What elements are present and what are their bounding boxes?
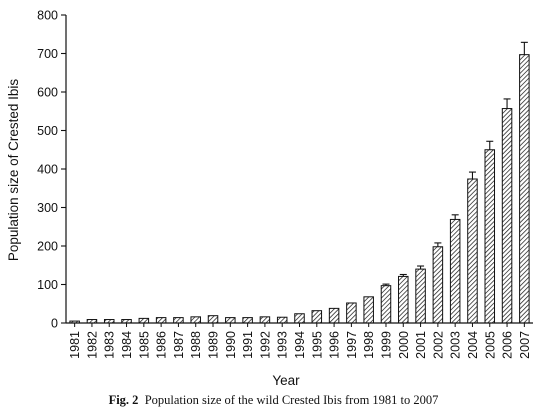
bar-1991 — [242, 317, 253, 324]
x-tick-label: 1997 — [345, 331, 359, 359]
x-tick-label: 1985 — [137, 331, 151, 359]
bar-1999 — [380, 285, 392, 324]
x-tick-label: 2006 — [501, 331, 515, 359]
figure-caption-text: Population size of the wild Crested Ibis… — [144, 393, 439, 407]
bar-1992 — [259, 316, 271, 324]
x-tick-label: 1990 — [224, 331, 238, 359]
x-tick-label: 1982 — [85, 331, 99, 359]
x-tick-label: 1988 — [189, 331, 203, 359]
bar-1988 — [190, 316, 201, 324]
bar-2001 — [415, 268, 426, 324]
y-tick-label: 300 — [37, 201, 58, 215]
x-tick-label: 2004 — [466, 331, 480, 359]
y-tick-label: 200 — [37, 240, 58, 254]
bars — [69, 41, 530, 324]
bar-2007 — [519, 54, 530, 324]
x-tick-label: 2002 — [431, 331, 445, 359]
bar-2000 — [398, 275, 409, 324]
bar-1993 — [276, 316, 288, 324]
bar-2003 — [449, 218, 461, 324]
x-axis-ticks: 1981 1982 1983 1984 1985 1986 1987 1988 1989 1990… — [68, 323, 532, 359]
y-tick-label: 600 — [37, 86, 58, 100]
x-tick-label: 1993 — [276, 331, 290, 359]
x-tick-label: 2007 — [518, 331, 532, 359]
x-tick-label: 1994 — [293, 331, 307, 359]
x-tick-label: 2001 — [414, 331, 428, 359]
x-tick-label: 1998 — [362, 331, 376, 359]
x-tick-label: 1989 — [207, 331, 221, 359]
bar-2004 — [467, 178, 478, 324]
y-tick-label: 700 — [37, 47, 58, 61]
y-axis-title: Population size of Crested Ibis — [6, 79, 21, 262]
bar-1985 — [138, 317, 150, 324]
bar-1998 — [363, 296, 374, 324]
x-axis-title: Year — [272, 373, 300, 388]
figure-caption-label: Fig. 2 — [108, 393, 139, 407]
x-tick-label: 1984 — [120, 331, 134, 359]
x-tick-label: 1981 — [68, 331, 82, 359]
bar-1995 — [311, 310, 323, 324]
x-tick-label: 1987 — [172, 331, 186, 359]
bar-2006 — [501, 108, 513, 324]
bar-2005 — [484, 149, 496, 324]
x-tick-label: 1983 — [103, 331, 117, 359]
figure-caption: Fig. 2 Population size of the wild Crest… — [0, 393, 547, 408]
y-axis-ticks: 0 100 200 300 400 500 600 700 800 — [37, 9, 66, 331]
y-tick-label: 0 — [51, 317, 58, 331]
x-tick-label: 1999 — [379, 331, 393, 359]
x-tick-label: 1992 — [258, 331, 272, 359]
bar-2002 — [432, 246, 444, 324]
x-tick-label: 2005 — [483, 331, 497, 359]
x-tick-label: 1991 — [241, 331, 255, 359]
bar-1989 — [207, 315, 219, 324]
bar-1994 — [294, 313, 305, 324]
y-tick-label: 800 — [37, 9, 58, 23]
bar-1986 — [155, 317, 167, 324]
bar-1996 — [328, 307, 340, 324]
y-tick-label: 100 — [37, 278, 58, 292]
y-tick-label: 500 — [37, 124, 58, 138]
x-tick-label: 2000 — [397, 331, 411, 359]
x-tick-label: 1995 — [310, 331, 324, 359]
bar-1990 — [225, 317, 236, 324]
bar-1987 — [173, 317, 184, 324]
x-tick-label: 1996 — [328, 331, 342, 359]
x-tick-label: 1986 — [155, 331, 169, 359]
y-tick-label: 400 — [37, 163, 58, 177]
bar-1997 — [346, 302, 357, 324]
x-tick-label: 2003 — [449, 331, 463, 359]
